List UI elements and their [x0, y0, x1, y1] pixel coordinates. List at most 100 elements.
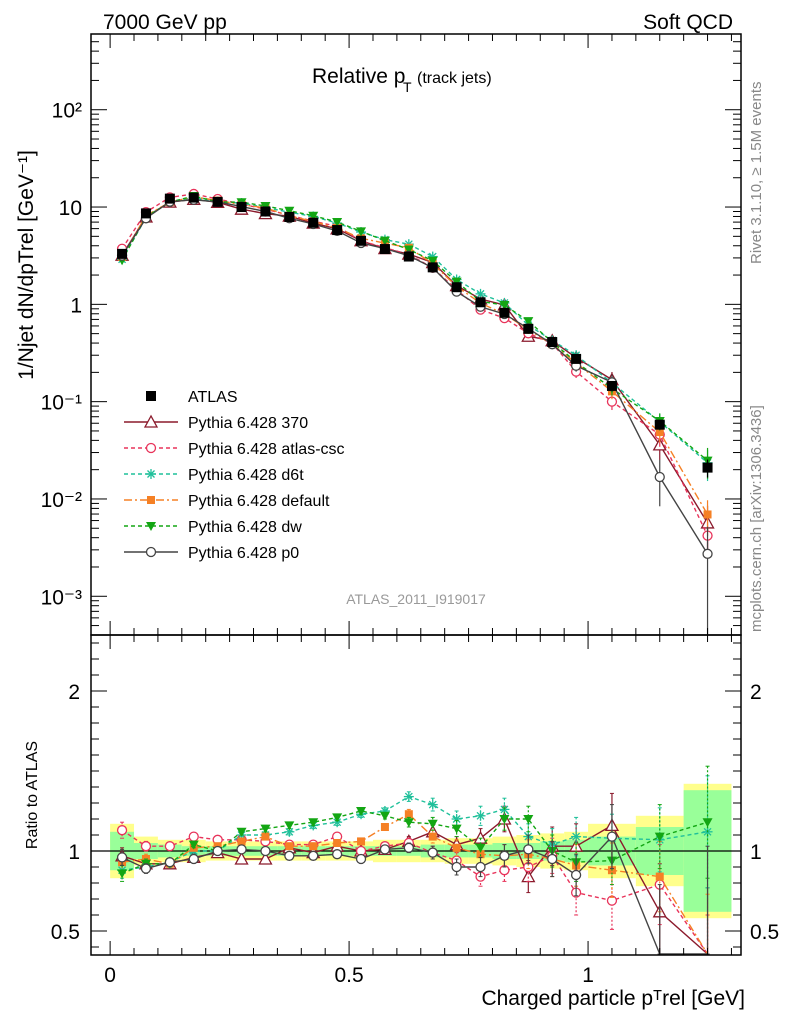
ratio-point	[702, 818, 713, 828]
ratio-point	[427, 847, 438, 858]
main-panel-series	[114, 188, 715, 634]
atlas-point	[356, 235, 367, 246]
atlas-point	[164, 193, 175, 204]
ratio-point	[427, 819, 438, 829]
legend-label: Pythia 6.428 default	[188, 493, 330, 510]
data-point	[655, 428, 664, 437]
ratio-point	[260, 824, 271, 834]
legend-label: Pythia 6.428 p0	[188, 545, 299, 562]
data-point	[475, 288, 486, 299]
ratio-point	[260, 845, 271, 857]
data-point	[702, 548, 713, 559]
ratio-y-tick-label-right: 1	[750, 841, 762, 864]
ratio-point	[404, 810, 413, 819]
ratio-point	[499, 850, 510, 861]
y-tick-label: 10²	[52, 100, 82, 123]
ratio-point	[116, 825, 128, 836]
ratio-point	[428, 832, 437, 841]
data-point	[451, 277, 462, 287]
ratio-point	[547, 853, 558, 865]
mcplots-label: mcplots.cern.ch [arXiv:1306.3436]	[748, 405, 765, 632]
plot-title: Relative p T (track jets)	[312, 65, 492, 95]
legend-label: Pythia 6.428 d6t	[188, 467, 304, 484]
ratio-point	[331, 849, 343, 860]
atlas-point	[606, 380, 617, 391]
ratio-point	[285, 842, 294, 851]
atlas-point	[427, 262, 438, 273]
header-left-label: 7000 GeV pp	[103, 11, 227, 34]
axis-ticks	[91, 33, 741, 955]
rivet-label: Rivet 3.1.10, ≥ 1.5M events	[748, 82, 765, 265]
ratio-point	[379, 844, 391, 855]
ratio-point	[499, 815, 510, 824]
ratio-point	[380, 823, 389, 831]
data-point	[308, 211, 319, 221]
data-point	[654, 471, 665, 483]
atlas-point	[236, 202, 247, 213]
legend-marker	[146, 391, 156, 401]
ratio-point	[606, 831, 618, 842]
atlas-point	[140, 208, 151, 219]
legend: ATLAS Pythia 6.428 370 Pythia 6.428 atlas-…	[124, 389, 345, 562]
y-tick-label: 10⁻²	[41, 489, 82, 512]
analysis-id-label: ATLAS_2011_I919017	[346, 591, 486, 607]
legend-marker	[143, 414, 159, 428]
x-tick-label: 0	[104, 964, 116, 987]
ratio-point	[116, 852, 128, 863]
ratio-point	[236, 844, 247, 855]
ratio-point	[258, 851, 273, 865]
ratio-panel-series	[114, 765, 713, 955]
atlas-point	[654, 419, 665, 430]
series-line	[121, 196, 709, 515]
ratio-panel-frame	[90, 634, 742, 956]
ratio-y-tick-label: 0.5	[51, 921, 80, 944]
ratio-point	[212, 845, 223, 857]
ratio-point	[475, 843, 486, 853]
y-tick-label: 10⁻³	[41, 586, 82, 609]
x-tick-label: 1	[582, 964, 594, 987]
y-axis-label: 1/Njet dN/dpTrel [GeV⁻¹]	[15, 150, 38, 380]
atlas-point	[117, 248, 128, 259]
atlas-point	[260, 206, 271, 217]
ratio-point	[451, 824, 462, 834]
data-point	[284, 206, 295, 216]
data-point	[427, 256, 438, 266]
ratio-point	[571, 831, 582, 842]
atlas-point	[332, 225, 343, 236]
ratio-point	[234, 851, 249, 865]
legend-marker	[145, 442, 157, 454]
data-point	[379, 236, 390, 246]
ratio-point	[452, 843, 461, 852]
ratio-point	[403, 842, 414, 853]
y-tick-label: 1	[70, 294, 82, 317]
series-line	[121, 193, 709, 536]
ratio-point	[117, 869, 128, 879]
ratio-point	[309, 842, 318, 851]
data-point	[523, 317, 534, 327]
ratio-point	[655, 872, 664, 881]
ratio-point	[379, 811, 390, 821]
ratio-point	[284, 850, 295, 861]
legend-marker	[147, 496, 155, 504]
atlas-point	[379, 244, 390, 255]
x-tick-label: 0.5	[334, 964, 363, 987]
atlas-point	[499, 307, 510, 318]
ratio-point	[523, 844, 534, 855]
ratio-point	[308, 850, 319, 861]
data-point	[703, 510, 712, 519]
legend-label: Pythia 6.428 dw	[188, 519, 302, 536]
legend-marker	[146, 522, 156, 531]
ratio-point	[140, 863, 152, 874]
y-tick-label: 10⁻¹	[41, 392, 82, 415]
ratio-point	[355, 853, 367, 865]
ratio-point	[332, 813, 343, 823]
ratio-y-axis-label: Ratio to ATLAS	[24, 741, 41, 849]
atlas-point	[451, 282, 462, 293]
ratio-y-tick-label-right: 2	[750, 681, 762, 704]
ratio-point	[188, 840, 199, 850]
ratio-point	[164, 841, 176, 852]
ratio-y-tick-label-right: 0.5	[750, 921, 779, 944]
ratio-point	[333, 839, 342, 847]
atlas-point	[702, 462, 713, 473]
atlas-point	[403, 251, 414, 262]
